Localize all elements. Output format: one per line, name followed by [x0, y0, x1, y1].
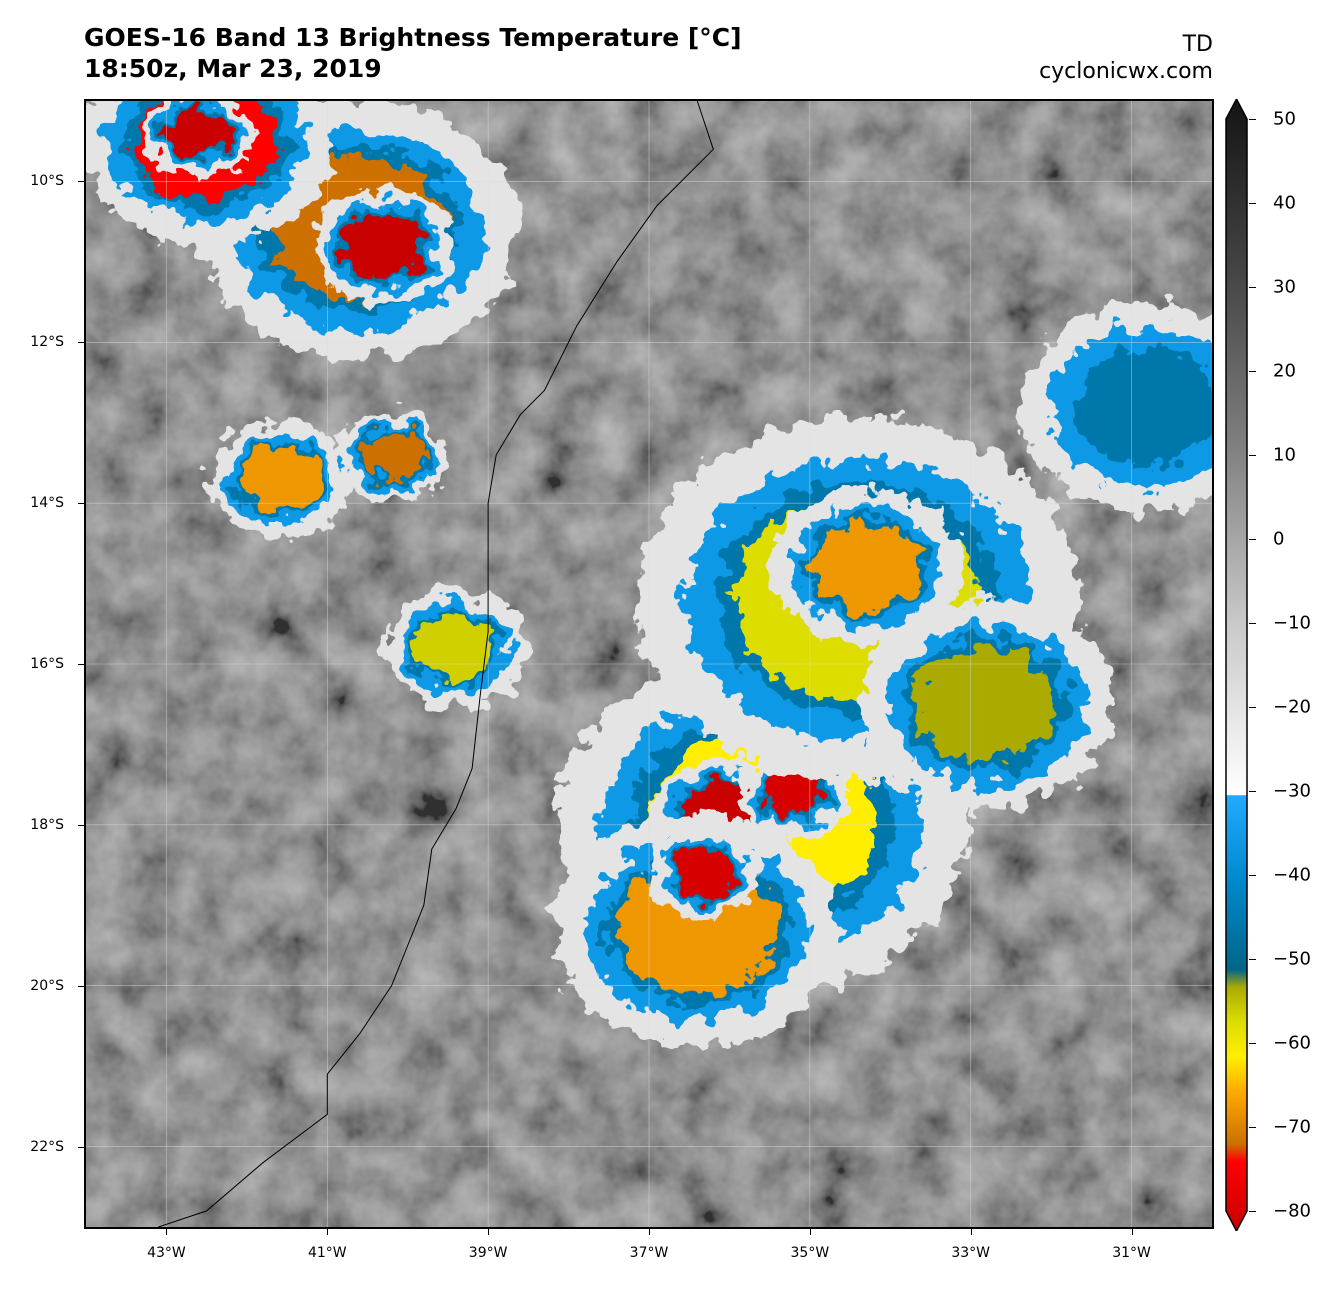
lat-tick: [78, 1146, 84, 1148]
lat-tick: [78, 664, 84, 665]
lat-label: 18°S: [30, 816, 64, 833]
colorbar-tick-label: 10: [1273, 444, 1296, 466]
colorbar-tick: [1249, 791, 1256, 792]
lat-tick: [78, 503, 84, 505]
colorbar-tick-label: −80: [1273, 1200, 1311, 1222]
title-time: 18:50z, Mar 23, 2019: [84, 54, 382, 83]
lon-label: 41°W: [307, 1245, 347, 1261]
site-credit: cyclonicwx.com: [1039, 59, 1213, 84]
lat-tick: [78, 985, 84, 987]
colorbar-tick-label: 0: [1273, 528, 1285, 550]
lon-tick: [1131, 1229, 1133, 1235]
graticule: [86, 101, 1212, 1227]
lat-label: 10°S: [30, 173, 64, 190]
southwest-band-core: [674, 847, 737, 899]
northwest-core: [343, 213, 424, 279]
colorbar-tick-label: 50: [1273, 108, 1296, 130]
lon-label: 33°W: [951, 1245, 991, 1261]
colorbar-tick: [1249, 623, 1256, 624]
lat-label: 20°S: [30, 977, 64, 994]
colorbar-tick-label: −50: [1273, 948, 1311, 970]
colorbar-tick-label: 40: [1273, 192, 1296, 214]
lat-tick: [78, 342, 84, 344]
lat-tick: [78, 181, 84, 183]
credit-block: TD cyclonicwx.com: [1039, 31, 1213, 85]
colorbar-tick-label: −40: [1273, 864, 1311, 886]
satellite-imagery: [86, 101, 1212, 1227]
cold-core-east: [762, 767, 825, 819]
colorbar-ramp: [1225, 99, 1248, 1231]
lon-tick: [488, 1229, 490, 1235]
west-cell-b: [360, 429, 423, 481]
lon-tick: [649, 1229, 650, 1235]
colorbar-tick-label: −30: [1273, 780, 1311, 802]
satellite-map: [84, 99, 1214, 1229]
colorbar-tick: [1249, 1211, 1256, 1212]
lat-label: 14°S: [30, 495, 64, 512]
colorbar-tick: [1249, 119, 1256, 120]
colorbar-tick: [1249, 371, 1256, 372]
lon-label: 37°W: [629, 1245, 669, 1261]
north-edge-core: [167, 107, 230, 159]
lon-tick: [970, 1229, 972, 1235]
lon-label: 39°W: [468, 1245, 508, 1261]
colorbar-tick: [1249, 959, 1256, 960]
colorbar-tick: [1249, 455, 1256, 456]
colorbar-tick: [1249, 1043, 1256, 1044]
northeast-shield-core: [813, 524, 920, 611]
colorbar-tick: [1249, 203, 1256, 204]
colorbar-tick: [1249, 287, 1256, 288]
colorbar-tick-label: −10: [1273, 612, 1311, 634]
colorbar-tick-label: −20: [1273, 696, 1311, 718]
lon-tick: [809, 1229, 811, 1235]
colorbar-tick: [1249, 1127, 1256, 1128]
colorbar-tick-label: −70: [1273, 1116, 1311, 1138]
west-cell-a: [239, 446, 319, 512]
lon-tick: [327, 1229, 329, 1235]
colorbar-tick: [1249, 707, 1256, 708]
lat-label: 22°S: [30, 1138, 64, 1155]
lon-tick: [166, 1229, 168, 1235]
lon-label: 35°W: [790, 1245, 830, 1261]
lat-tick: [78, 824, 84, 826]
colorbar-tick-label: 30: [1273, 276, 1296, 298]
colorbar: [1225, 99, 1248, 1231]
map-title: GOES-16 Band 13 Brightness Temperature […: [84, 22, 742, 84]
title-product: GOES-16 Band 13 Brightness Temperature […: [84, 23, 742, 52]
colorbar-tick: [1249, 539, 1256, 540]
colorbar-tick-label: −60: [1273, 1032, 1311, 1054]
lat-label: 12°S: [30, 334, 64, 351]
east-cells: [916, 646, 1058, 763]
far-east-band: [1076, 348, 1212, 465]
lat-label: 16°S: [30, 656, 64, 672]
colorbar-tick-label: 20: [1273, 360, 1296, 382]
coastline: [158, 101, 714, 1227]
storm-label: TD: [1182, 32, 1213, 57]
lon-label: 31°W: [1112, 1245, 1151, 1261]
colorbar-tick: [1249, 875, 1256, 876]
lon-label: 43°W: [147, 1245, 186, 1261]
coast-cell: [416, 615, 496, 681]
